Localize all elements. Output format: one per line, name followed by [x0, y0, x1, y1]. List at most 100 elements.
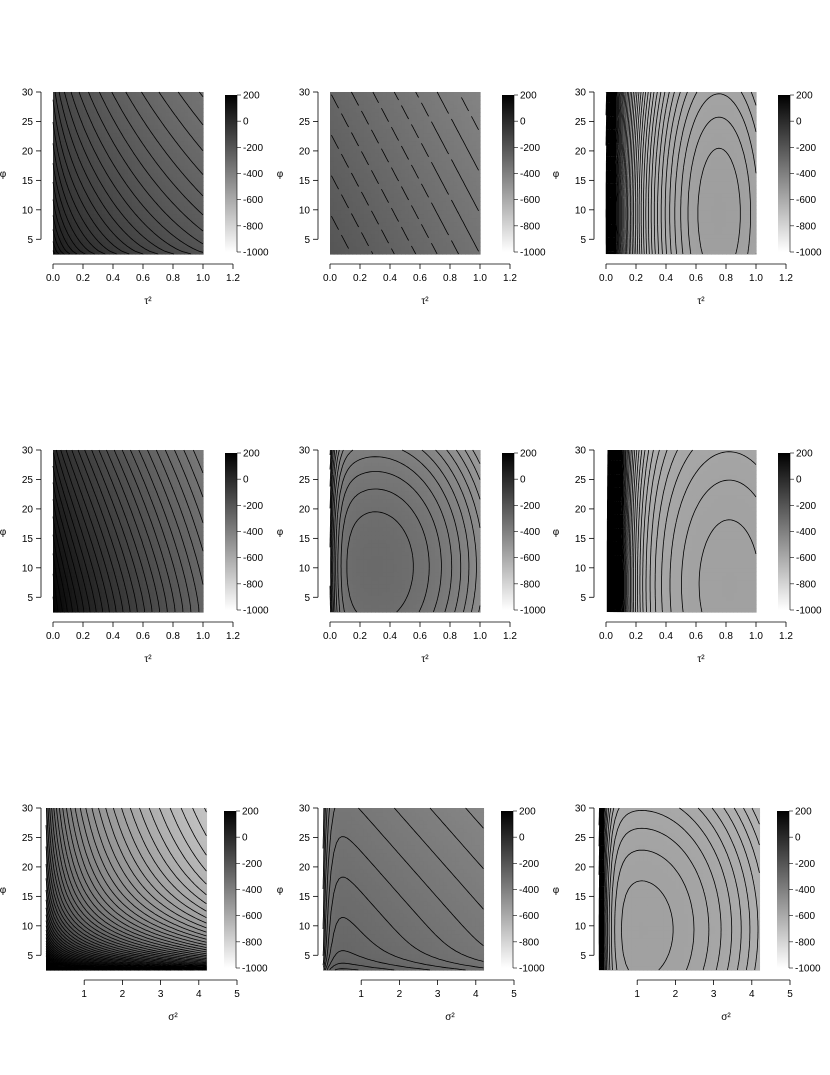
heatmap-cell	[458, 185, 462, 190]
heatmap-cell	[147, 96, 151, 101]
heatmap-cell	[398, 209, 402, 214]
heatmap-cell	[476, 133, 480, 138]
colorbar-tick-label: -1000	[243, 248, 269, 259]
heatmap-cell	[435, 120, 439, 125]
heatmap-cell	[745, 116, 749, 121]
heatmap-cell	[715, 108, 719, 113]
heatmap-cell	[745, 197, 749, 202]
heatmap-cell	[158, 161, 162, 166]
heatmap-cell	[375, 238, 379, 243]
heatmap-cell	[109, 108, 113, 113]
heatmap-cell	[398, 108, 402, 113]
heatmap-cell	[102, 161, 106, 166]
heatmap-cell	[655, 157, 659, 162]
heatmap-cell	[741, 133, 745, 138]
heatmap-cell	[371, 104, 375, 109]
heatmap-cell	[394, 100, 398, 105]
heatmap-cell	[386, 137, 390, 142]
heatmap-cell	[647, 230, 651, 235]
colorbar-tick-label: 200	[796, 91, 813, 102]
heatmap-cell	[659, 189, 663, 194]
heatmap-cell	[98, 234, 102, 239]
heatmap-cell	[704, 238, 708, 243]
heatmap-cell	[443, 169, 447, 174]
heatmap-cell	[341, 145, 345, 150]
heatmap-cell	[360, 205, 364, 210]
heatmap-cell	[338, 242, 342, 247]
heatmap-cell	[136, 100, 140, 105]
heatmap-cell	[398, 169, 402, 174]
heatmap-cell	[364, 230, 368, 235]
heatmap-cell	[435, 116, 439, 121]
heatmap-cell	[76, 124, 80, 129]
heatmap-cell	[409, 250, 413, 255]
heatmap-cell	[139, 133, 143, 138]
heatmap-cell	[390, 100, 394, 105]
heatmap-cell	[72, 189, 76, 194]
heatmap-cell	[476, 222, 480, 227]
heatmap-cell	[431, 149, 435, 154]
heatmap-cell	[356, 137, 360, 142]
heatmap-cell	[188, 100, 192, 105]
heatmap-cell	[158, 230, 162, 235]
heatmap-cell	[670, 250, 674, 255]
heatmap-cell	[674, 201, 678, 206]
heatmap-cell	[379, 137, 383, 142]
heatmap-cell	[360, 120, 364, 125]
heatmap-cell	[64, 222, 68, 227]
heatmap-cell	[685, 149, 689, 154]
heatmap-cell	[450, 104, 454, 109]
heatmap-cell	[454, 141, 458, 146]
heatmap-cell	[726, 209, 730, 214]
heatmap-cell	[375, 169, 379, 174]
heatmap-cell	[383, 181, 387, 186]
heatmap-cell	[473, 177, 477, 182]
heatmap-cell	[405, 218, 409, 223]
heatmap-cell	[659, 197, 663, 202]
heatmap-cell	[711, 222, 715, 227]
heatmap-cell	[64, 205, 68, 210]
heatmap-cell	[707, 238, 711, 243]
heatmap-cell	[199, 185, 203, 190]
heatmap-cell	[188, 141, 192, 146]
heatmap-cell	[386, 234, 390, 239]
heatmap-cell	[379, 116, 383, 121]
heatmap-cell	[139, 218, 143, 223]
heatmap-cell	[349, 165, 353, 170]
heatmap-cell	[53, 108, 57, 113]
heatmap-cell	[446, 177, 450, 182]
heatmap-cell	[345, 185, 349, 190]
heatmap-cell	[719, 137, 723, 142]
heatmap-cell	[79, 246, 83, 251]
heatmap-cell	[745, 137, 749, 142]
heatmap-cell	[707, 145, 711, 150]
heatmap-cell	[719, 189, 723, 194]
heatmap-cell	[379, 161, 383, 166]
heatmap-cell	[375, 185, 379, 190]
heatmap-cell	[98, 149, 102, 154]
heatmap-cell	[106, 165, 110, 170]
heatmap-cell	[416, 108, 420, 113]
heatmap-cell	[143, 112, 147, 117]
heatmap-cell	[345, 157, 349, 162]
heatmap-cell	[98, 128, 102, 133]
heatmap-cell	[394, 165, 398, 170]
heatmap-cell	[662, 230, 666, 235]
heatmap-cell	[704, 185, 708, 190]
heatmap-cell	[379, 120, 383, 125]
heatmap-cell	[711, 230, 715, 235]
heatmap-cell	[458, 197, 462, 202]
heatmap-cell	[409, 96, 413, 101]
heatmap-cell	[730, 189, 734, 194]
heatmap-cell	[659, 137, 663, 142]
heatmap-cell	[409, 181, 413, 186]
heatmap-cell	[651, 128, 655, 133]
heatmap-cell	[162, 112, 166, 117]
heatmap-cell	[87, 149, 91, 154]
heatmap-cell	[401, 157, 405, 162]
heatmap-cell	[394, 238, 398, 243]
heatmap-cell	[461, 205, 465, 210]
heatmap-cell	[139, 128, 143, 133]
heatmap-cell	[113, 214, 117, 219]
heatmap-cell	[338, 234, 342, 239]
